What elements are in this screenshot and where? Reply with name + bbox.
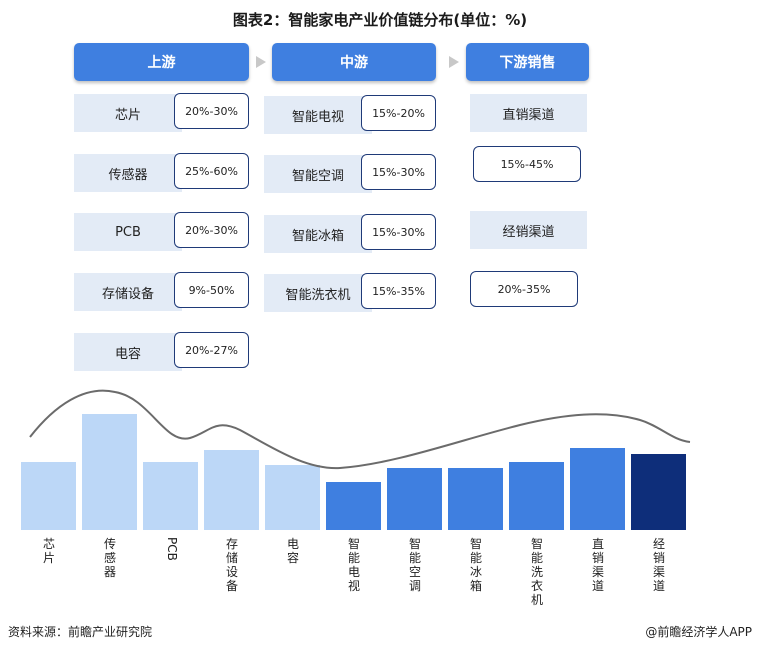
xlabel-pcb: PCB <box>163 537 179 561</box>
arrow-icon <box>449 56 459 68</box>
item-pcb: PCB <box>74 213 182 251</box>
xlabel-pcb-text: PCB <box>165 537 179 561</box>
range-smart-washer: 15%-35% <box>361 273 436 309</box>
item-smart-fridge: 智能冰箱 <box>264 215 372 253</box>
item-smart-washer: 智能洗衣机 <box>264 274 372 312</box>
bar-sensor <box>82 414 137 530</box>
arrow-icon <box>256 56 266 68</box>
range-direct-sales: 15%-45% <box>473 146 581 182</box>
item-chip: 芯片 <box>74 94 182 132</box>
xlabel-sensor: 传感器 <box>103 537 116 579</box>
xlabel-smart-ac: 智能空调 <box>408 537 421 593</box>
xlabel-smart-tv: 智能电视 <box>347 537 360 593</box>
bar-smart-washer <box>509 462 564 530</box>
range-smart-fridge: 15%-30% <box>361 214 436 250</box>
bar-smart-tv <box>326 482 381 530</box>
xlabel-capacitor: 电容 <box>286 537 299 565</box>
range-dealer-sales: 20%-35% <box>470 271 578 307</box>
bar-direct-sales <box>570 448 625 530</box>
range-sensor: 25%-60% <box>174 153 249 189</box>
item-dealer-sales: 经销渠道 <box>470 211 587 249</box>
xlabel-smart-fridge: 智能冰箱 <box>469 537 482 593</box>
item-direct-sales: 直销渠道 <box>470 94 587 132</box>
bar-capacitor <box>265 465 320 530</box>
bar-dealer-sales <box>631 454 686 530</box>
xlabel-direct-sales: 直销渠道 <box>591 537 604 593</box>
chart-title: 图表2：智能家电产业价值链分布(单位：%) <box>232 11 528 29</box>
bar-pcb <box>143 462 198 530</box>
header-midstream: 中游 <box>272 43 436 81</box>
bar-smart-ac <box>387 468 442 530</box>
range-chip: 20%-30% <box>174 93 249 129</box>
xlabel-dealer-sales: 经销渠道 <box>652 537 665 593</box>
brand-note: @前瞻经济学人APP <box>645 625 752 639</box>
bar-storage <box>204 450 259 530</box>
header-upstream: 上游 <box>74 43 249 81</box>
range-pcb: 20%-30% <box>174 212 249 248</box>
item-storage: 存储设备 <box>74 273 182 311</box>
item-capacitor: 电容 <box>74 333 182 371</box>
item-smart-tv: 智能电视 <box>264 96 372 134</box>
range-smart-tv: 15%-20% <box>361 95 436 131</box>
bar-chip <box>21 462 76 530</box>
range-capacitor: 20%-27% <box>174 332 249 368</box>
source-note: 资料来源：前瞻产业研究院 <box>8 625 153 639</box>
xlabel-smart-washer: 智能洗衣机 <box>530 537 543 607</box>
item-sensor: 传感器 <box>74 154 182 192</box>
range-storage: 9%-50% <box>174 272 249 308</box>
header-downstream: 下游销售 <box>466 43 589 81</box>
xlabel-storage: 存储设备 <box>225 537 238 593</box>
xlabel-chip: 芯片 <box>42 537 55 565</box>
range-smart-ac: 15%-30% <box>361 154 436 190</box>
bar-smart-fridge <box>448 468 503 530</box>
item-smart-ac: 智能空调 <box>264 155 372 193</box>
